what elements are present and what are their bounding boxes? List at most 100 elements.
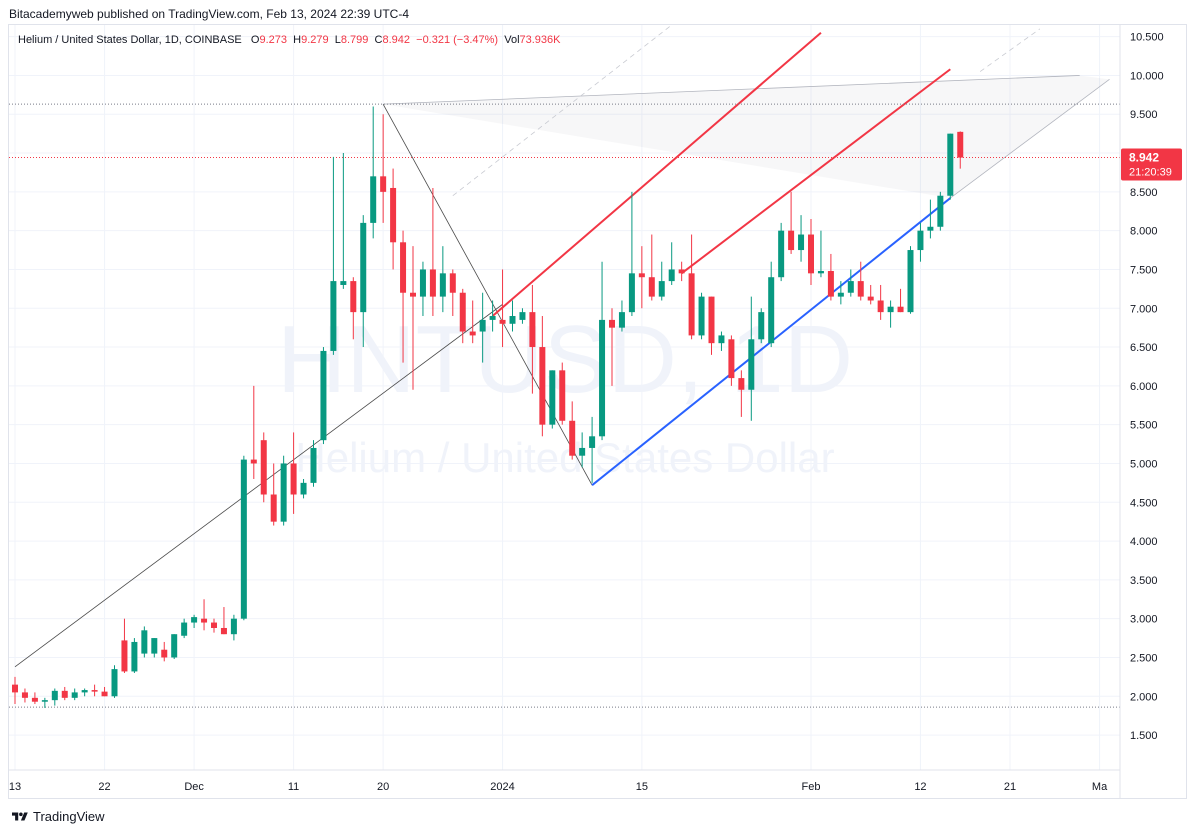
candle bbox=[638, 246, 645, 309]
candle bbox=[469, 300, 476, 344]
candle bbox=[748, 296, 755, 421]
candle-body bbox=[957, 131, 964, 158]
legend-volume: 73.936K bbox=[519, 34, 561, 46]
horizontal-lines bbox=[9, 103, 1120, 708]
legend-l-label: L bbox=[334, 34, 341, 46]
candle bbox=[738, 370, 745, 417]
publisher-line: Bitacademyweb published on TradingView.c… bbox=[9, 7, 410, 21]
candle bbox=[609, 308, 615, 386]
candle-body bbox=[569, 420, 576, 456]
candle bbox=[857, 261, 864, 301]
candle bbox=[370, 106, 377, 239]
candle-body bbox=[618, 312, 625, 328]
candle-body bbox=[519, 312, 526, 320]
candle bbox=[270, 463, 277, 526]
red-channel-line bbox=[491, 32, 822, 317]
candle bbox=[579, 432, 586, 468]
candle bbox=[927, 199, 934, 239]
candle bbox=[111, 665, 118, 698]
candle-body bbox=[320, 350, 327, 441]
candle-body bbox=[877, 300, 884, 313]
candle-body bbox=[469, 331, 476, 336]
candle-body bbox=[817, 271, 824, 274]
candle-body bbox=[260, 440, 267, 495]
candle bbox=[161, 641, 168, 662]
candle-body bbox=[280, 463, 287, 522]
candle-body bbox=[429, 269, 436, 297]
candle bbox=[419, 261, 426, 317]
candle bbox=[907, 246, 914, 314]
candle bbox=[519, 308, 526, 324]
candle bbox=[817, 230, 824, 278]
y-tick-label: 10.500 bbox=[1130, 32, 1164, 44]
candle-body bbox=[380, 176, 387, 192]
candle-body bbox=[230, 618, 237, 635]
candle-body bbox=[350, 281, 357, 313]
candle bbox=[201, 599, 208, 631]
footer: TradingView bbox=[12, 809, 105, 824]
candle-body bbox=[907, 250, 914, 313]
candle-body bbox=[121, 640, 128, 672]
candle-body bbox=[31, 697, 38, 702]
candle bbox=[509, 300, 516, 332]
candle-body bbox=[638, 273, 645, 278]
y-tick-label: 8.000 bbox=[1130, 226, 1158, 238]
legend-change: −0.321 (−3.47%) bbox=[416, 34, 499, 46]
candle bbox=[599, 261, 606, 441]
y-tick-label: 9.500 bbox=[1130, 109, 1158, 121]
candle bbox=[798, 215, 805, 262]
candle bbox=[71, 688, 78, 701]
pivot-line bbox=[382, 103, 593, 486]
candle-body bbox=[12, 684, 18, 693]
candle-body bbox=[459, 292, 466, 332]
y-tick-label: 3.000 bbox=[1130, 614, 1158, 626]
candle bbox=[698, 292, 705, 340]
candle-body bbox=[439, 273, 446, 297]
candle-body bbox=[240, 459, 247, 619]
candle bbox=[191, 614, 198, 628]
candle bbox=[459, 288, 466, 344]
candle bbox=[400, 230, 407, 363]
candle bbox=[131, 638, 138, 673]
candle bbox=[230, 614, 237, 641]
candle-body bbox=[857, 281, 864, 297]
candle bbox=[171, 634, 178, 660]
x-tick-label: Ma bbox=[1092, 781, 1108, 793]
candle-body bbox=[708, 296, 715, 344]
candle-body bbox=[390, 187, 397, 243]
price-tag-box bbox=[1121, 148, 1182, 181]
candle-body bbox=[360, 222, 367, 313]
candle-body bbox=[628, 273, 635, 313]
candle bbox=[61, 686, 68, 701]
candle-body bbox=[678, 269, 685, 274]
candle bbox=[539, 316, 546, 437]
candle bbox=[91, 684, 98, 697]
candle bbox=[410, 246, 416, 390]
candle-body bbox=[290, 463, 297, 495]
pitchfork-upper-line bbox=[383, 75, 1080, 105]
candle bbox=[260, 432, 267, 503]
candle bbox=[887, 300, 894, 328]
y-tick-label: 2.500 bbox=[1130, 652, 1158, 664]
price-axis: 1.500 2.000 2.500 3.000 3.500 4.000 4.500 5.000… bbox=[1119, 25, 1164, 799]
x-tick-label: 20 bbox=[377, 781, 389, 793]
candle-body bbox=[419, 269, 426, 297]
candle bbox=[290, 432, 297, 514]
candle bbox=[51, 688, 58, 706]
footer-brand: TradingView bbox=[33, 809, 105, 824]
candle bbox=[489, 300, 496, 332]
candle bbox=[310, 440, 317, 487]
candle-body bbox=[509, 316, 516, 324]
candle-body bbox=[837, 292, 844, 297]
candle-body bbox=[589, 436, 596, 448]
candle bbox=[668, 242, 675, 285]
candle bbox=[250, 385, 257, 479]
candle bbox=[340, 153, 347, 289]
candle bbox=[897, 288, 904, 313]
candle-body bbox=[897, 306, 904, 313]
candle bbox=[529, 284, 536, 394]
y-tick-label: 5.500 bbox=[1130, 420, 1158, 432]
candle-body bbox=[131, 641, 138, 672]
candle bbox=[31, 692, 38, 705]
